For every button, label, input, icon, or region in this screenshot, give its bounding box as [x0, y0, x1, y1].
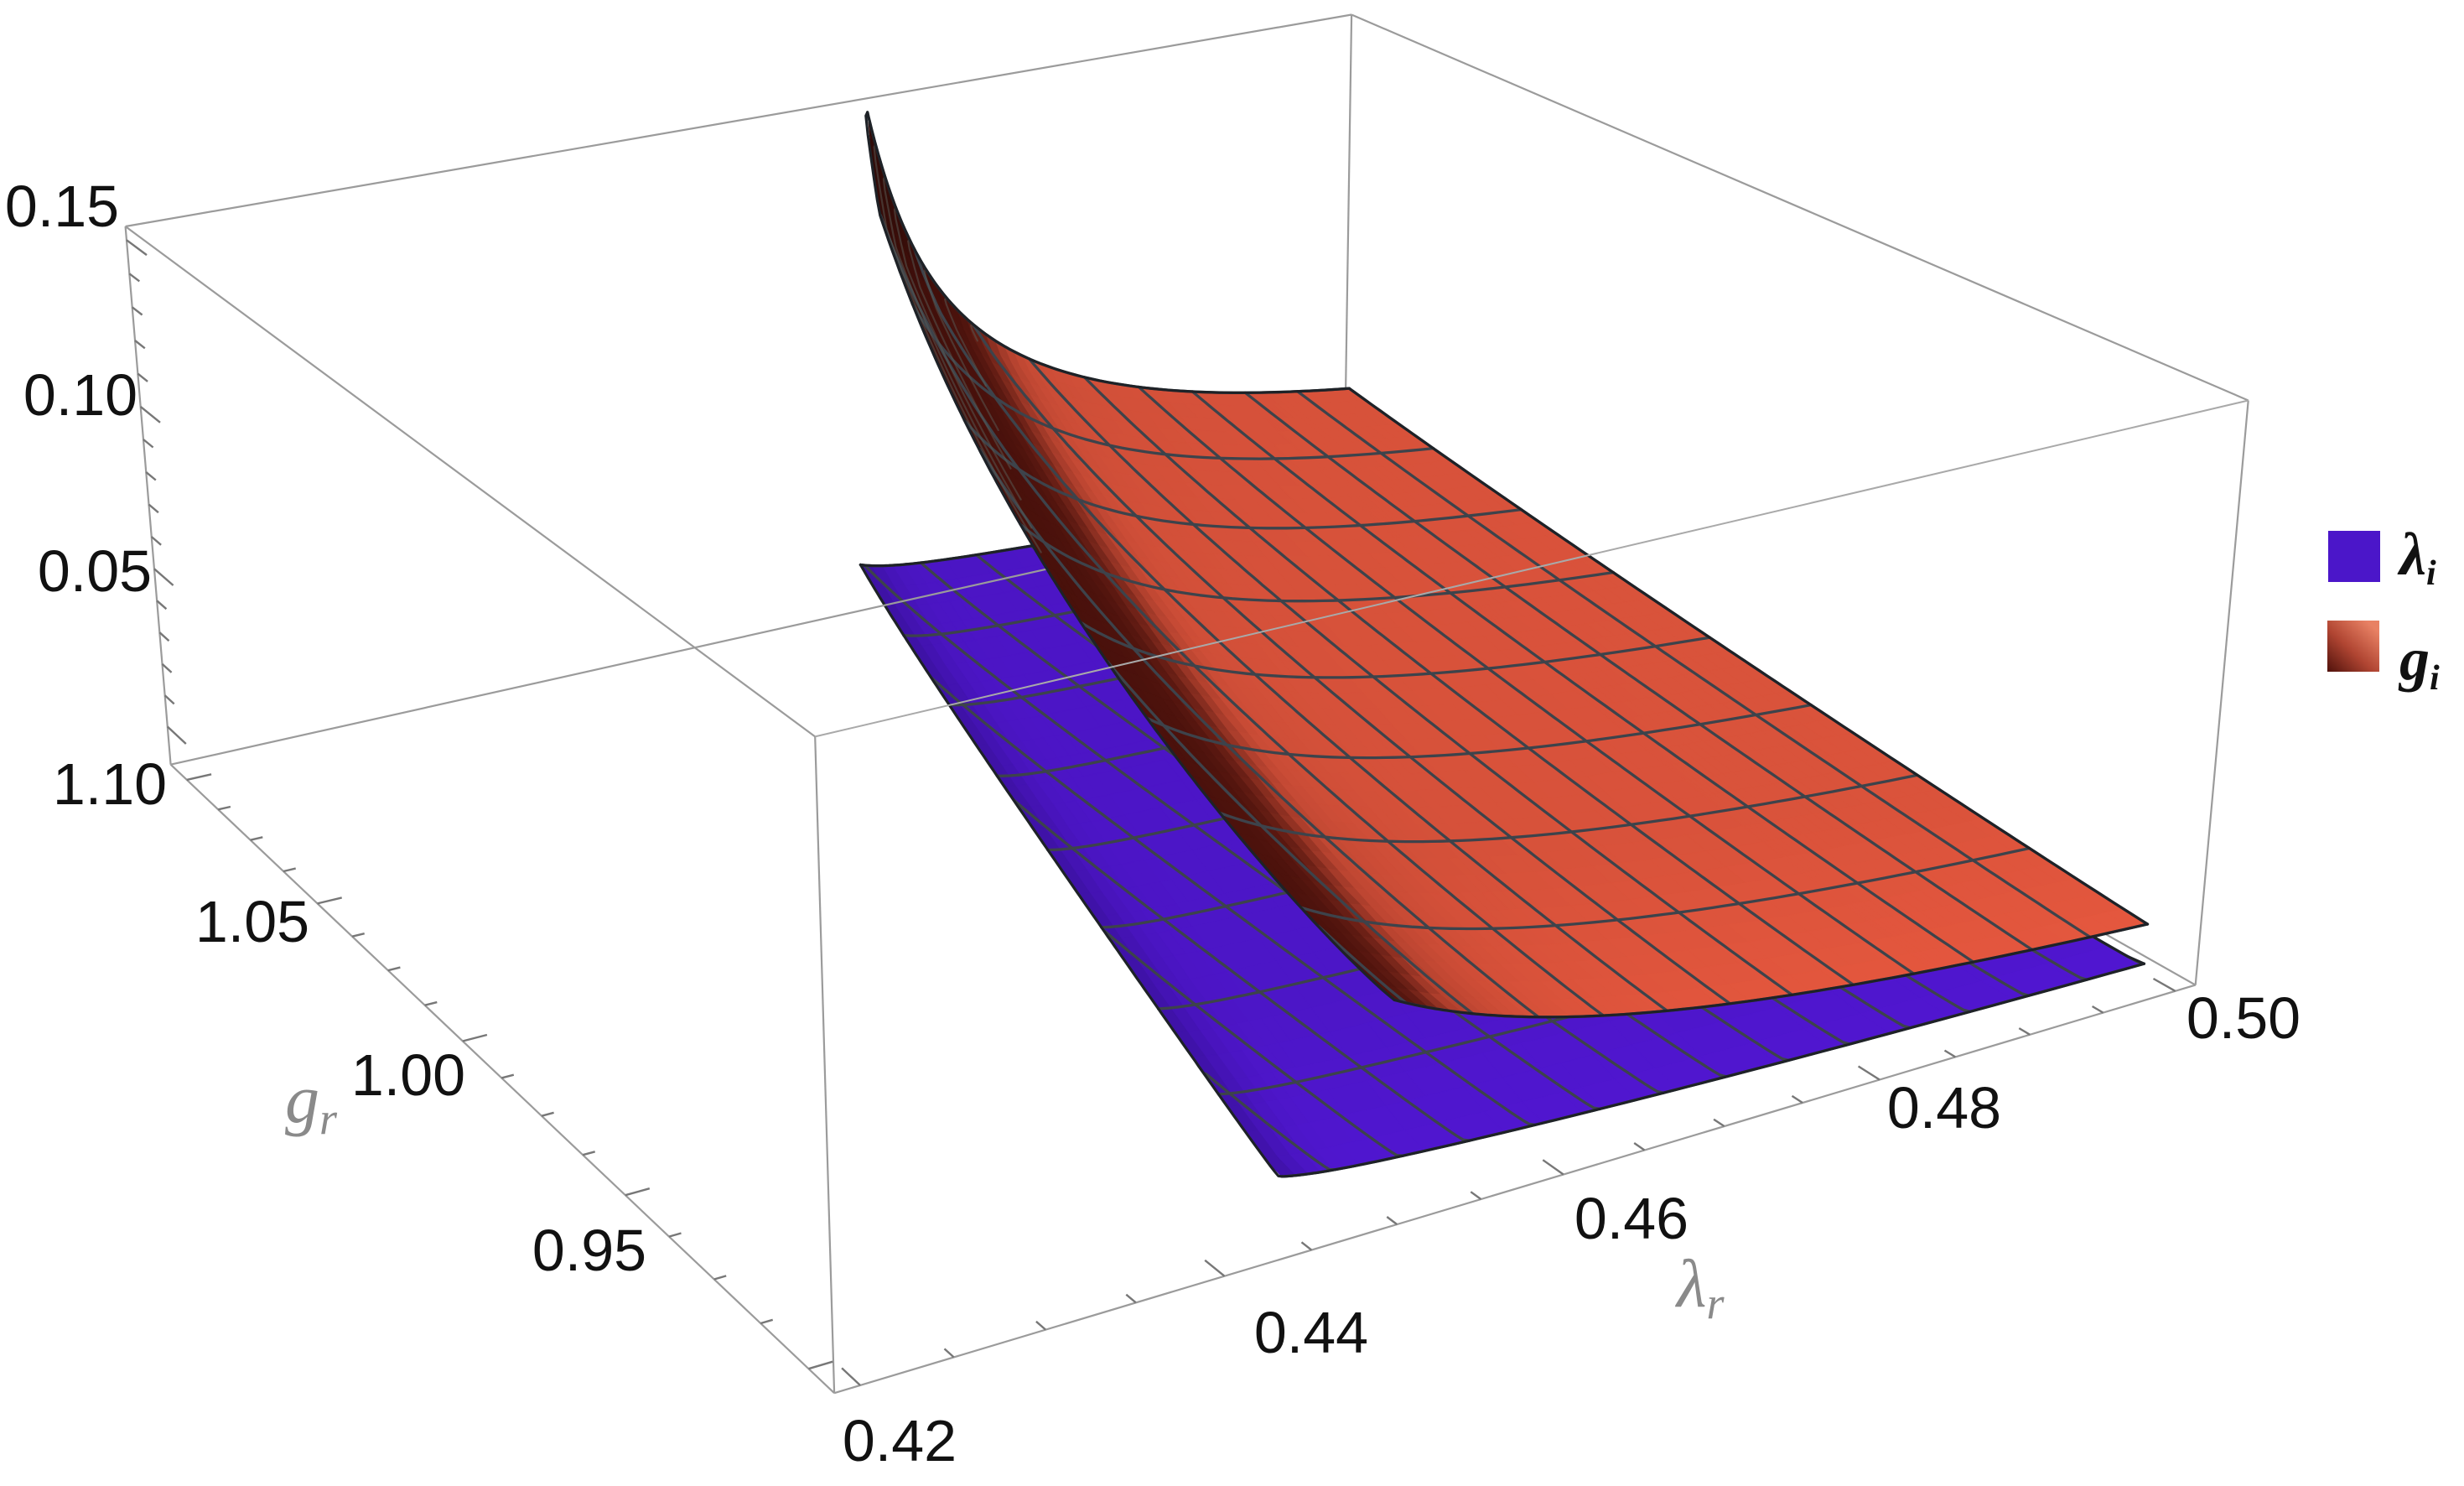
svg-text:0.46: 0.46: [1574, 1186, 1688, 1251]
svg-text:0.95: 0.95: [532, 1218, 646, 1283]
svg-text:1.05: 1.05: [195, 889, 309, 954]
svg-text:1.10: 1.10: [53, 751, 167, 817]
svg-text:0.50: 0.50: [2186, 985, 2301, 1051]
svg-text:1.00: 1.00: [351, 1042, 465, 1108]
svg-text:0.15: 0.15: [5, 174, 119, 239]
svg-text:0.44: 0.44: [1254, 1300, 1368, 1365]
svg-text:0.42: 0.42: [843, 1408, 957, 1473]
svg-text:0.48: 0.48: [1887, 1075, 2001, 1140]
svg-text:0.05: 0.05: [38, 538, 152, 604]
svg-text:0.10: 0.10: [23, 362, 137, 428]
